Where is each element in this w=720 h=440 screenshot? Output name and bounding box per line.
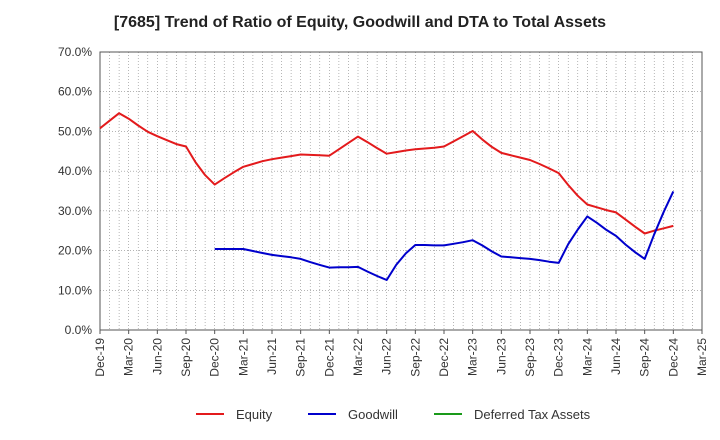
x-tick-label: Jun-20: [150, 338, 164, 375]
y-tick-label: 40.0%: [58, 164, 92, 178]
y-tick-label: 60.0%: [58, 85, 92, 99]
y-tick-label: 70.0%: [58, 45, 92, 59]
y-axis: 0.0% 10.0% 20.0% 30.0% 40.0% 50.0% 60.0% 70.0%: [58, 45, 92, 337]
y-tick-label: 0.0%: [65, 323, 93, 337]
y-tick-label: 10.0%: [58, 283, 92, 297]
x-tick-label: Jun-21: [265, 338, 279, 375]
x-tick-label: Mar-20: [122, 338, 136, 376]
x-tick-label: Mar-24: [580, 338, 594, 376]
x-tick-label: Dec-23: [552, 338, 566, 377]
x-tick-label: Sep-21: [294, 338, 308, 377]
x-tick-label: Dec-22: [437, 338, 451, 377]
legend-label-goodwill: Goodwill: [348, 407, 398, 422]
x-tick-label: Dec-24: [666, 338, 680, 377]
grid-layer: [99, 51, 703, 331]
x-tick-label: Mar-23: [466, 338, 480, 376]
series-line-goodwill: [214, 190, 675, 281]
x-tick-label: Jun-23: [494, 338, 508, 375]
series-line-equity: [99, 112, 674, 235]
x-tick-label: Sep-24: [638, 338, 652, 377]
legend-label-deferred-tax-assets: Deferred Tax Assets: [474, 407, 591, 422]
series-layer: [99, 112, 675, 281]
x-tick-label: Dec-21: [322, 338, 336, 377]
x-tick-label: Jun-24: [609, 338, 623, 375]
x-tick-label: Jun-22: [380, 338, 394, 375]
x-tick-label: Sep-20: [179, 338, 193, 377]
y-tick-label: 20.0%: [58, 244, 92, 258]
x-tick-label: Sep-22: [408, 338, 422, 377]
y-tick-label: 30.0%: [58, 204, 92, 218]
x-tick-label: Dec-19: [93, 338, 107, 377]
x-tick-label: Dec-20: [208, 338, 222, 377]
x-tick-label: Mar-22: [351, 338, 365, 376]
x-tick-label: Sep-23: [523, 338, 537, 377]
chart-title: [7685] Trend of Ratio of Equity, Goodwil…: [113, 14, 607, 31]
y-tick-label: 50.0%: [58, 124, 92, 138]
legend: Equity Goodwill Deferred Tax Assets: [196, 407, 591, 422]
x-tick-label: Mar-25: [695, 338, 709, 376]
legend-label-equity: Equity: [236, 407, 273, 422]
x-tick-label: Mar-21: [236, 338, 250, 376]
x-axis: Dec-19 Mar-20 Jun-20 Sep-20 Dec-20 Mar-21 Jun-…: [93, 330, 709, 377]
plot-frame: [99, 51, 703, 331]
